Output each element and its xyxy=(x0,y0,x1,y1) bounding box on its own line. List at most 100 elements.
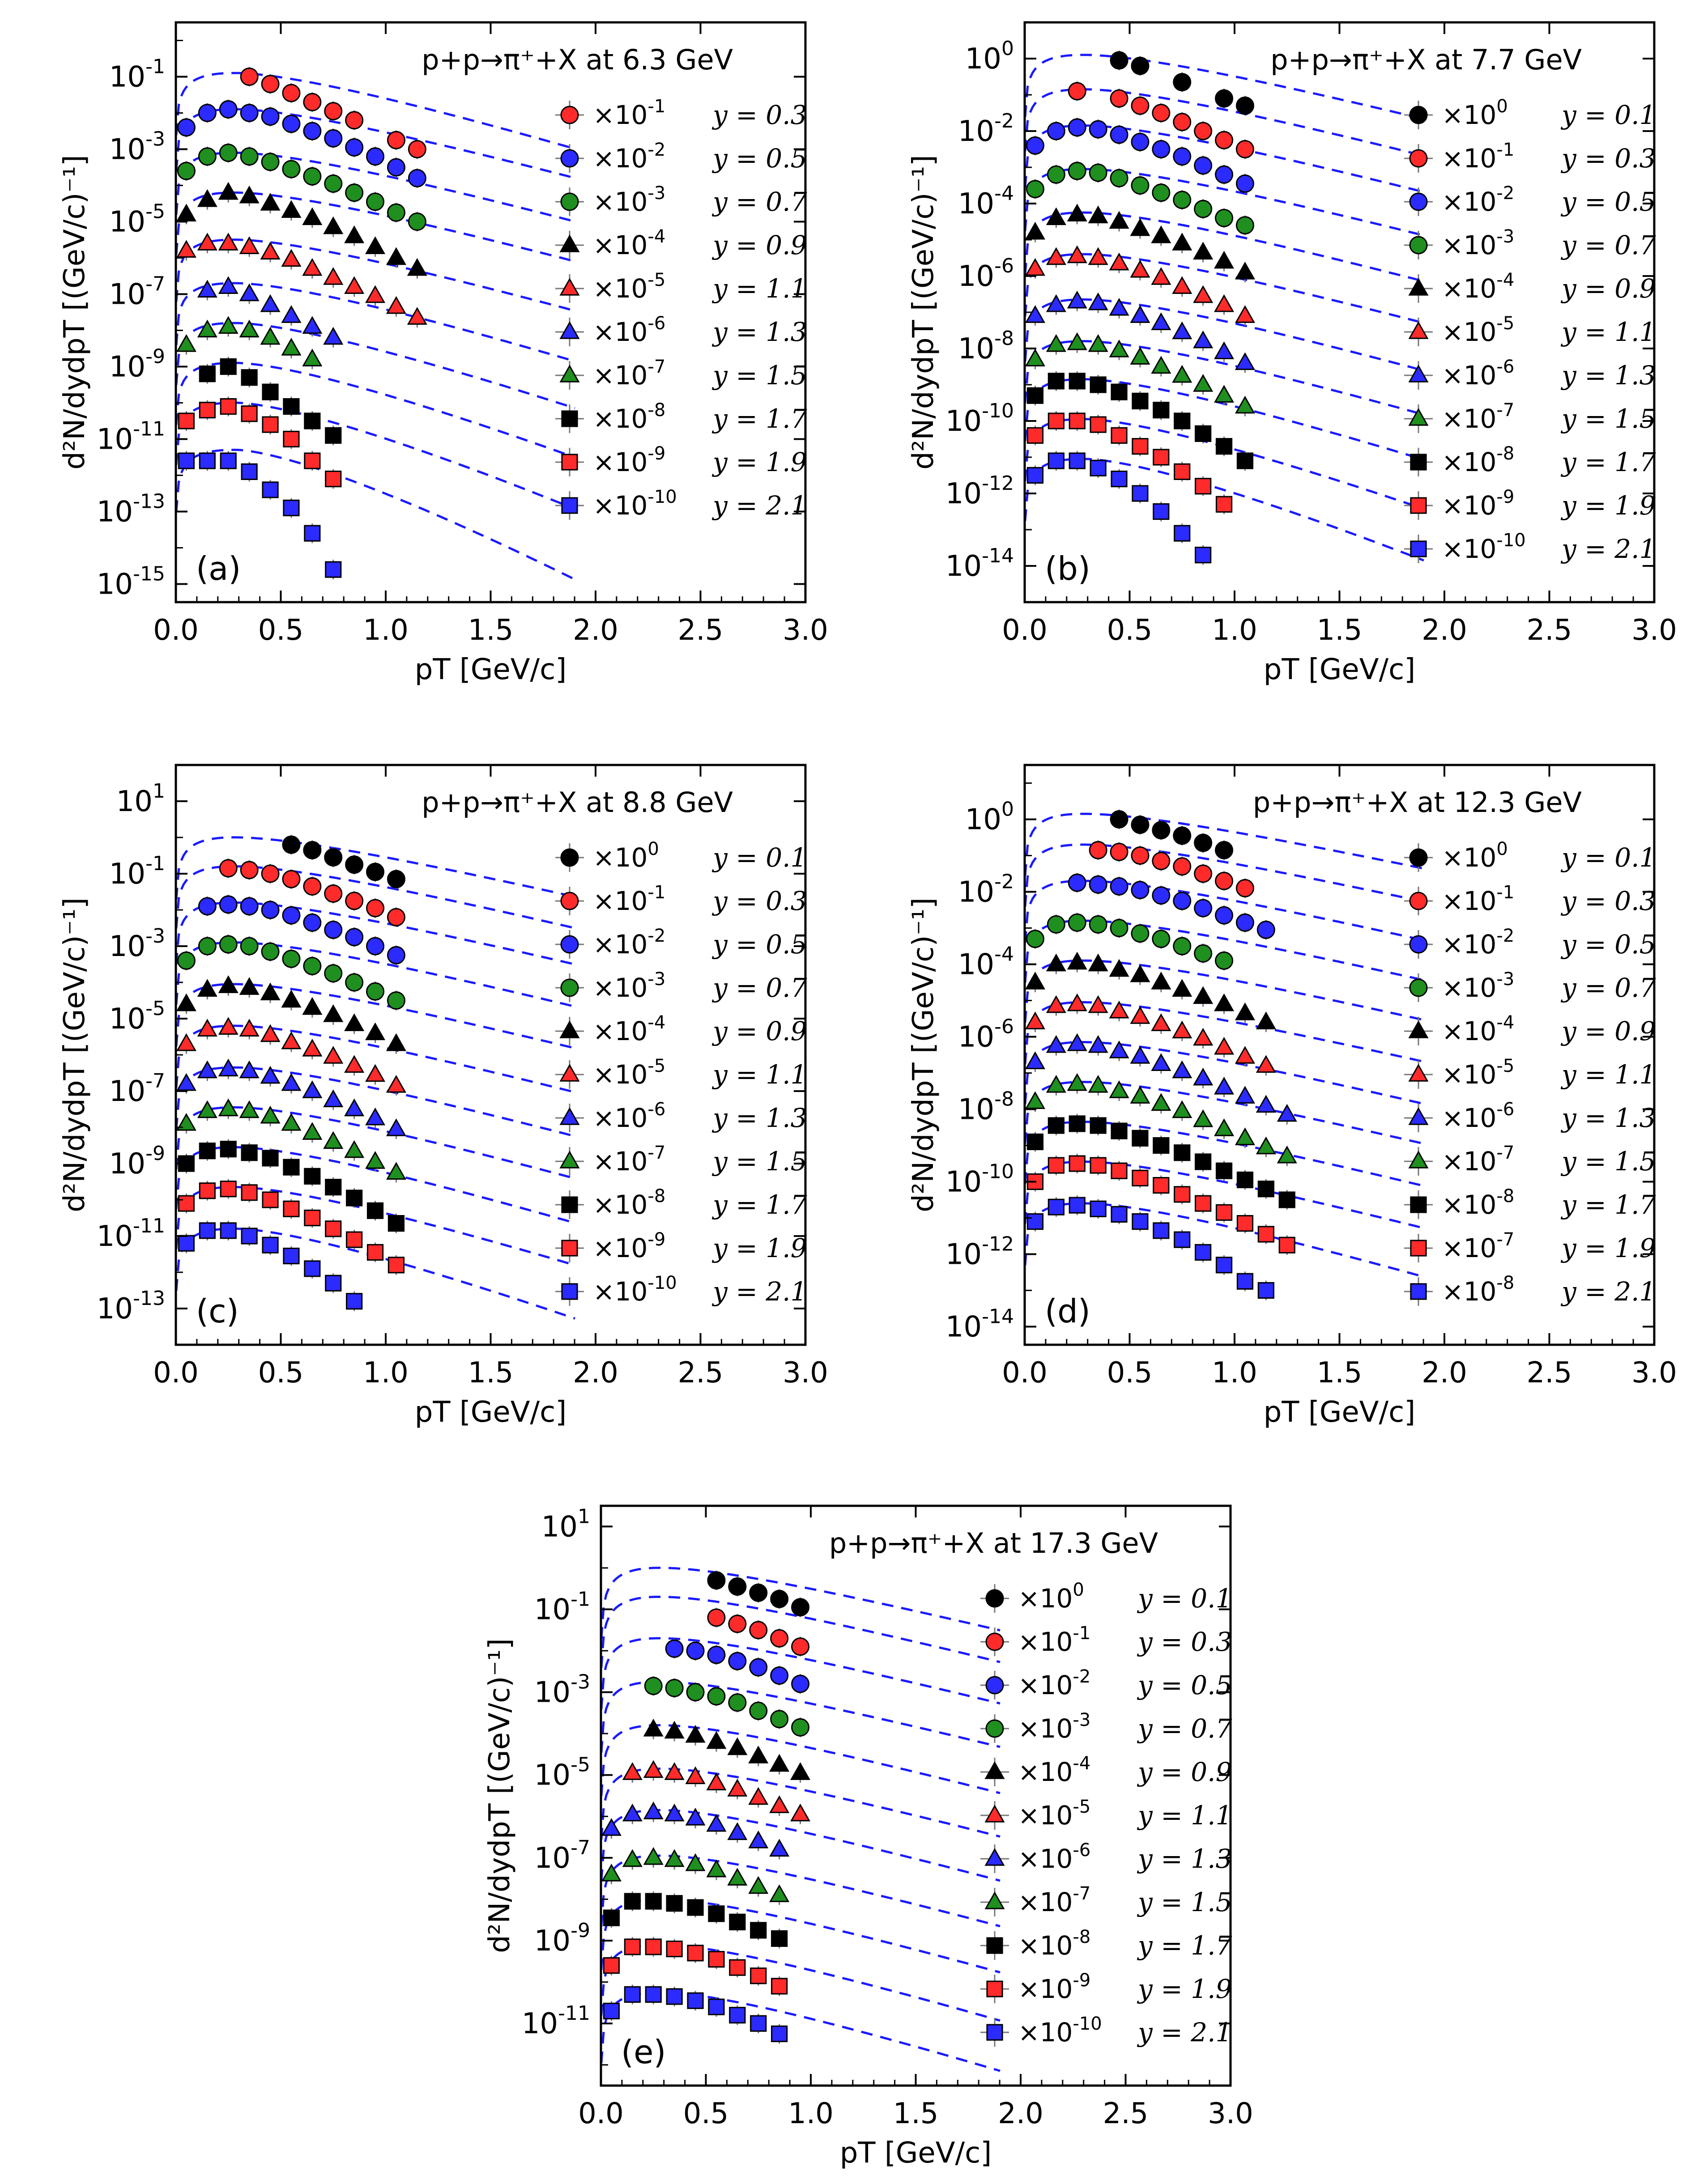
data-point xyxy=(1025,258,1045,276)
legend-marker xyxy=(561,497,578,514)
data-point xyxy=(1131,96,1150,115)
data-point xyxy=(1256,1011,1276,1029)
x-tick-label: 0.5 xyxy=(258,614,304,647)
legend-marker xyxy=(1410,540,1427,557)
data-point xyxy=(197,1060,217,1079)
legend-marker xyxy=(1409,192,1428,211)
data-point xyxy=(1172,979,1192,997)
legend-marker xyxy=(560,935,579,954)
data-point xyxy=(260,327,281,345)
data-point xyxy=(749,1658,768,1677)
data-point xyxy=(365,1064,386,1082)
legend-label: ×10-3 y = 0.7 xyxy=(1018,1710,1232,1744)
data-point xyxy=(727,1822,748,1840)
data-point xyxy=(1214,1076,1235,1095)
y-tick-label: 10-6 xyxy=(958,255,1014,293)
data-point xyxy=(1026,930,1044,948)
data-point xyxy=(749,1621,768,1640)
legend-label: ×10-2 y = 0.5 xyxy=(593,140,807,174)
data-point xyxy=(749,1701,768,1720)
legend-marker xyxy=(559,1107,580,1125)
data-point xyxy=(1111,471,1128,488)
data-point xyxy=(665,1678,684,1697)
data-point xyxy=(1215,165,1234,184)
data-point xyxy=(219,859,238,878)
data-point xyxy=(323,327,344,345)
x-tick-label: 0.0 xyxy=(1002,1356,1048,1389)
y-tick-label: 10-9 xyxy=(109,345,165,384)
data-point xyxy=(1215,208,1234,227)
data-point xyxy=(1068,118,1086,137)
data-point xyxy=(283,1159,300,1176)
panel-label: (b) xyxy=(1045,550,1090,587)
x-tick-label: 0.5 xyxy=(258,1356,304,1389)
data-point xyxy=(1088,1075,1108,1093)
data-point xyxy=(386,1033,406,1051)
data-point xyxy=(365,285,386,303)
data-point xyxy=(282,906,301,925)
data-point xyxy=(728,1652,747,1670)
data-point xyxy=(1235,140,1254,158)
data-point xyxy=(748,1830,769,1848)
data-point xyxy=(365,1107,386,1126)
data-point xyxy=(1152,183,1171,202)
y-tick-label: 10-7 xyxy=(109,1070,165,1108)
legend-marker xyxy=(560,978,579,997)
data-point xyxy=(1193,242,1214,260)
data-point xyxy=(622,1762,643,1780)
data-point xyxy=(178,412,195,429)
data-point xyxy=(345,855,364,874)
data-point xyxy=(346,1293,363,1310)
data-point xyxy=(1214,385,1235,403)
data-point xyxy=(666,1940,683,1958)
y-tick-label: 10-1 xyxy=(534,1588,590,1626)
y-tick-label: 10-13 xyxy=(97,1287,165,1326)
data-point xyxy=(1131,846,1150,865)
legend-marker xyxy=(561,1283,578,1300)
y-tick-label: 10-9 xyxy=(109,1142,165,1181)
data-point xyxy=(241,1184,258,1201)
fit-curve xyxy=(1025,211,1424,283)
legend-marker xyxy=(1408,1064,1429,1082)
data-point xyxy=(240,68,259,86)
data-point xyxy=(622,1849,643,1867)
data-point xyxy=(302,207,323,225)
x-tick-label: 2.5 xyxy=(1527,1356,1572,1389)
data-point xyxy=(220,1222,237,1239)
data-point xyxy=(1235,913,1254,932)
legend: ×100 y = 0.1 ×10-1 y = 0.3 ×10-2 y = 0.5 ×10-3… xyxy=(555,839,807,1307)
data-point xyxy=(260,294,281,312)
legend-marker xyxy=(560,192,579,211)
legend-label: ×10-9 y = 1.9 xyxy=(1442,487,1656,521)
data-point xyxy=(1173,191,1192,209)
legend-marker xyxy=(1410,454,1427,471)
data-point xyxy=(366,937,385,956)
data-point xyxy=(1088,995,1108,1013)
data-point xyxy=(283,430,300,448)
data-point xyxy=(239,977,260,995)
data-point xyxy=(643,1802,664,1819)
data-point xyxy=(1046,1075,1066,1093)
data-point xyxy=(1132,485,1149,502)
fit-curve xyxy=(176,282,575,363)
data-point xyxy=(323,1131,344,1149)
data-point xyxy=(1173,147,1192,166)
y-tick-label: 10-5 xyxy=(109,997,165,1036)
y-axis: 10-15 10-13 10-11 10-9 10-7 10-5 10-3 10-1 xyxy=(97,40,805,601)
data-point xyxy=(748,1787,769,1805)
data-point xyxy=(1046,953,1066,972)
legend-label: ×10-10 y = 2.1 xyxy=(593,1273,807,1307)
data-point xyxy=(344,1013,365,1031)
y-tick-label: 10-2 xyxy=(958,110,1014,148)
y-tick-label: 10-14 xyxy=(945,544,1014,583)
data-point xyxy=(281,1113,302,1131)
legend-label: ×10-7 y = 1.5 xyxy=(593,357,807,391)
data-point xyxy=(365,236,386,254)
data-point xyxy=(1109,1080,1129,1098)
data-point xyxy=(791,1718,810,1737)
data-point xyxy=(345,928,364,947)
data-point xyxy=(1235,395,1255,414)
data-point xyxy=(1214,1118,1235,1136)
x-tick-label: 1.0 xyxy=(363,1356,409,1389)
fit-curve xyxy=(176,238,575,312)
